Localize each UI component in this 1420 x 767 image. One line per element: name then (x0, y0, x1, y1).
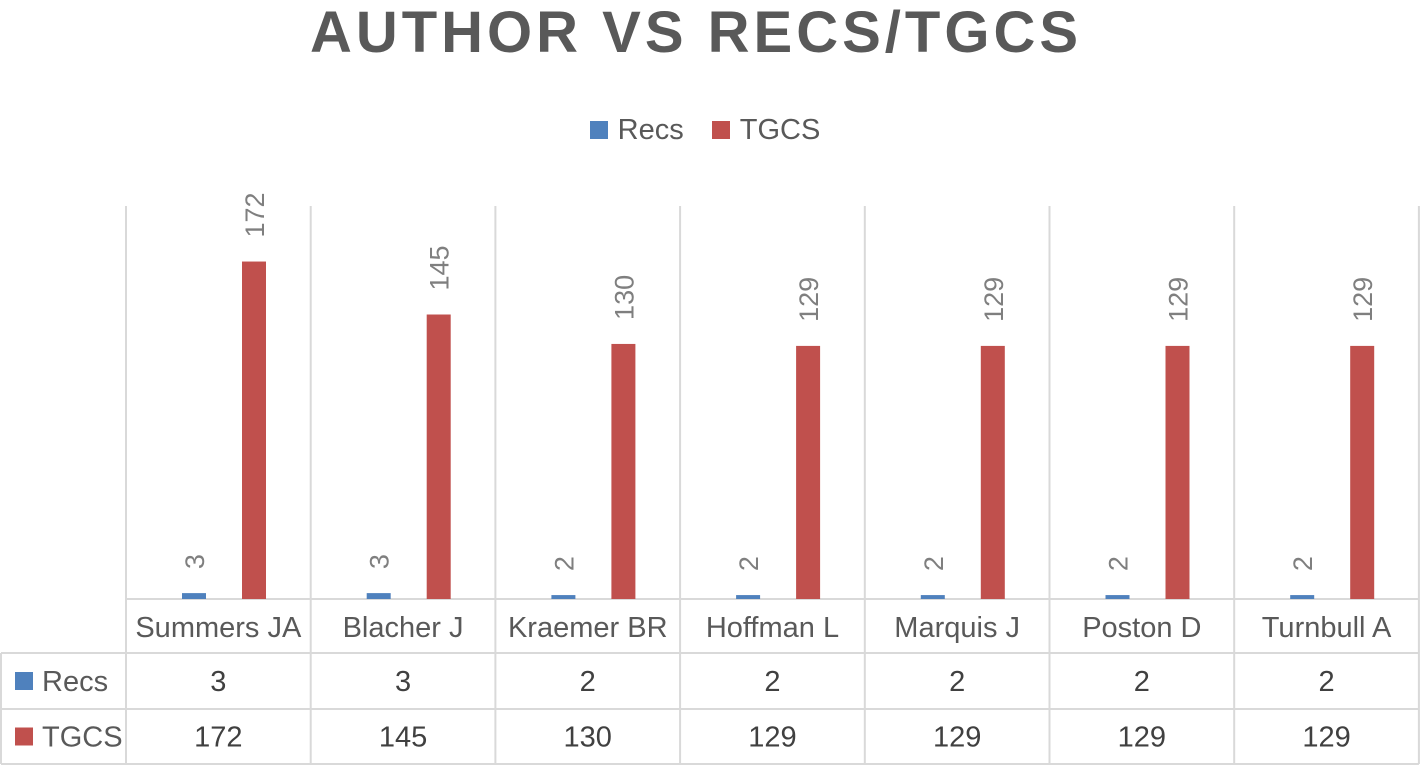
category-label-poston-d: Poston D (1082, 612, 1201, 644)
table-legend-key-recs (15, 672, 33, 690)
bar-recs-blacher-j (366, 593, 391, 599)
data-label-recs-marquis-j: 2 (919, 556, 949, 571)
chart-title: AUTHOR VS RECS/TGCS (309, 0, 1083, 65)
bar-tgcs-marquis-j (980, 345, 1005, 599)
category-label-blacher-j: Blacher J (343, 612, 464, 644)
table-cell-tgcs-kraemer-br: 130 (564, 722, 612, 754)
table-cell-tgcs-hoffman-l: 129 (748, 722, 796, 754)
bar-recs-hoffman-l (736, 595, 761, 599)
table-cell-tgcs-turnbull-a: 129 (1302, 722, 1350, 754)
category-label-turnbull-a: Turnbull A (1262, 612, 1392, 644)
bar-tgcs-poston-d (1165, 345, 1190, 599)
table-cell-recs-kraemer-br: 2 (580, 666, 596, 698)
legend-item-tgcs: TGCS (711, 113, 821, 147)
table-row-label-recs: Recs (42, 666, 108, 698)
bar-recs-marquis-j (920, 595, 945, 599)
table-cell-recs-blacher-j: 3 (395, 666, 411, 698)
legend-swatch-recs (589, 121, 608, 139)
data-label-tgcs-poston-d: 129 (1164, 277, 1194, 322)
bar-tgcs-turnbull-a (1350, 345, 1375, 599)
table-cell-tgcs-summers-ja: 172 (194, 722, 242, 754)
bar-recs-summers-ja (182, 593, 206, 599)
table-cell-recs-marquis-j: 2 (949, 666, 965, 698)
table-cell-recs-poston-d: 2 (1134, 666, 1150, 698)
table-cell-tgcs-marquis-j: 129 (933, 722, 981, 754)
data-label-tgcs-blacher-j: 145 (425, 245, 455, 290)
data-label-tgcs-hoffman-l: 129 (794, 277, 824, 322)
table-cell-tgcs-poston-d: 129 (1118, 722, 1166, 754)
category-label-hoffman-l: Hoffman L (706, 612, 839, 644)
data-label-tgcs-kraemer-br: 130 (609, 275, 639, 320)
table-cell-recs-hoffman-l: 2 (764, 666, 780, 698)
bar-recs-turnbull-a (1290, 595, 1315, 599)
bar-tgcs-kraemer-br (611, 343, 636, 599)
bar-recs-poston-d (1105, 595, 1130, 599)
legend-swatch-tgcs (711, 121, 730, 139)
table-row-label-tgcs: TGCS (42, 722, 123, 754)
table-cell-recs-summers-ja: 3 (210, 666, 226, 698)
data-label-recs-summers-ja: 3 (180, 554, 210, 569)
legend-label-tgcs: TGCS (739, 113, 821, 146)
table-legend-key-tgcs (15, 727, 33, 746)
data-label-recs-poston-d: 2 (1104, 556, 1134, 571)
legend-label-recs: Recs (617, 113, 684, 146)
data-label-tgcs-summers-ja: 172 (240, 192, 270, 237)
data-label-recs-kraemer-br: 2 (549, 556, 579, 571)
category-label-marquis-j: Marquis J (894, 612, 1020, 644)
bar-recs-kraemer-br (551, 595, 576, 599)
table-cell-recs-turnbull-a: 2 (1318, 666, 1334, 698)
data-label-recs-turnbull-a: 2 (1288, 556, 1318, 571)
bar-tgcs-summers-ja (242, 261, 266, 599)
data-label-recs-blacher-j: 3 (365, 554, 395, 569)
bar-tgcs-hoffman-l (796, 345, 821, 599)
legend-item-recs: Recs (589, 113, 684, 147)
legend: Recs TGCS (0, 110, 1410, 150)
category-label-kraemer-br: Kraemer BR (508, 612, 668, 644)
data-label-tgcs-marquis-j: 129 (979, 277, 1009, 322)
data-label-recs-hoffman-l: 2 (734, 556, 764, 571)
bar-tgcs-blacher-j (426, 314, 451, 599)
category-label-summers-ja: Summers JA (135, 612, 302, 644)
table-cell-tgcs-blacher-j: 145 (379, 722, 427, 754)
data-label-tgcs-turnbull-a: 129 (1348, 277, 1378, 322)
